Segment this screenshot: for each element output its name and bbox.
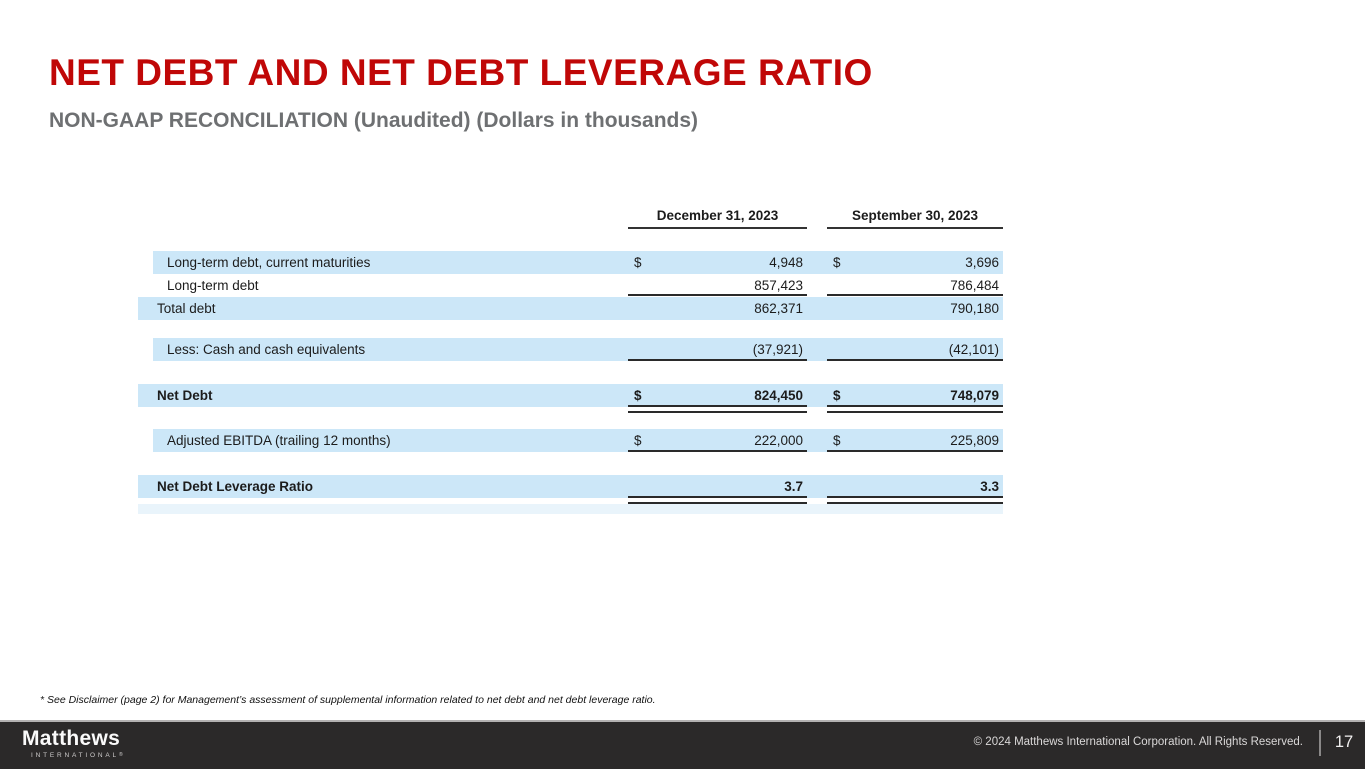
cell-sep: $ 748,079 bbox=[827, 384, 1003, 407]
currency-symbol: $ bbox=[833, 255, 841, 270]
row-label: Total debt bbox=[157, 301, 216, 316]
cell-sep: $ 3,696 bbox=[827, 251, 1003, 274]
page-title: NET DEBT AND NET DEBT LEVERAGE RATIO bbox=[49, 52, 873, 93]
table-row: Adjusted EBITDA (trailing 12 months) $ 2… bbox=[138, 429, 1003, 452]
page-number-divider bbox=[1319, 730, 1321, 756]
table-row: Net Debt $ 824,450 $ 748,079 bbox=[138, 384, 1003, 407]
subtotal-rule bbox=[827, 450, 1003, 452]
table-row: Long-term debt, current maturities $ 4,9… bbox=[138, 251, 1003, 274]
row-label: Long-term debt, current maturities bbox=[167, 255, 371, 270]
cell-value: 857,423 bbox=[754, 278, 803, 293]
currency-symbol: $ bbox=[833, 433, 841, 448]
cell-value: 786,484 bbox=[950, 278, 999, 293]
page-number: 17 bbox=[1334, 733, 1354, 751]
cell-value: (37,921) bbox=[752, 342, 803, 357]
cell-sep: $ 225,809 bbox=[827, 429, 1003, 452]
disclaimer-footnote: * See Disclaimer (page 2) for Management… bbox=[40, 694, 656, 706]
currency-symbol: $ bbox=[634, 388, 642, 403]
column-header-sep-2023: September 30, 2023 bbox=[827, 204, 1003, 229]
cell-dec: (37,921) bbox=[628, 338, 807, 361]
cell-dec: 857,423 bbox=[628, 274, 807, 297]
row-highlight bbox=[153, 251, 1003, 274]
row-label: Adjusted EBITDA (trailing 12 months) bbox=[167, 433, 391, 448]
row-label: Long-term debt bbox=[167, 278, 259, 293]
cell-value: 3.3 bbox=[980, 479, 999, 494]
row-label: Less: Cash and cash equivalents bbox=[167, 342, 366, 357]
cell-value: (42,101) bbox=[948, 342, 999, 357]
cell-dec: 862,371 bbox=[628, 297, 807, 320]
matthews-logo: Matthews INTERNATIONAL® bbox=[22, 728, 125, 759]
cell-value: 222,000 bbox=[754, 433, 803, 448]
cell-value: 3,696 bbox=[965, 255, 999, 270]
subtotal-rule bbox=[628, 294, 807, 296]
logo-subtext-label: INTERNATIONAL bbox=[31, 752, 119, 759]
cell-dec: $ 222,000 bbox=[628, 429, 807, 452]
cell-value: 225,809 bbox=[950, 433, 999, 448]
row-label: Net Debt bbox=[157, 388, 213, 403]
cell-value: 3.7 bbox=[784, 479, 803, 494]
subtotal-rule bbox=[628, 450, 807, 452]
currency-symbol: $ bbox=[634, 255, 642, 270]
footer-bar: Matthews INTERNATIONAL® © 2024 Matthews … bbox=[0, 720, 1365, 769]
row-highlight bbox=[153, 429, 1003, 452]
cell-sep: 790,180 bbox=[827, 297, 1003, 320]
subtotal-rule bbox=[827, 359, 1003, 361]
row-highlight bbox=[138, 297, 1003, 320]
logo-wordmark: Matthews bbox=[22, 727, 121, 750]
currency-symbol: $ bbox=[833, 388, 841, 403]
table-row: Long-term debt 857,423 786,484 bbox=[138, 274, 1003, 297]
row-label: Net Debt Leverage Ratio bbox=[157, 479, 314, 494]
registered-mark: ® bbox=[118, 752, 126, 758]
table-row: Less: Cash and cash equivalents (37,921)… bbox=[138, 338, 1003, 361]
cell-value: 824,450 bbox=[754, 388, 803, 403]
subtotal-rule bbox=[628, 359, 807, 361]
cell-sep: 786,484 bbox=[827, 274, 1003, 297]
currency-symbol: $ bbox=[634, 433, 642, 448]
table-row: Total debt 862,371 790,180 bbox=[138, 297, 1003, 320]
column-header-dec-2023: December 31, 2023 bbox=[628, 204, 807, 229]
row-highlight bbox=[138, 384, 1003, 407]
logo-subtext: INTERNATIONAL® bbox=[31, 752, 125, 759]
cell-dec: $ 4,948 bbox=[628, 251, 807, 274]
cell-value: 790,180 bbox=[950, 301, 999, 316]
row-highlight bbox=[153, 338, 1003, 361]
cell-value: 748,079 bbox=[950, 388, 999, 403]
row-highlight bbox=[138, 475, 1003, 498]
cell-sep: 3.3 bbox=[827, 475, 1003, 498]
cell-sep: (42,101) bbox=[827, 338, 1003, 361]
table-row: Net Debt Leverage Ratio 3.7 3.3 bbox=[138, 475, 1003, 498]
cell-dec: 3.7 bbox=[628, 475, 807, 498]
page-subtitle: NON-GAAP RECONCILIATION (Unaudited) (Dol… bbox=[49, 109, 699, 132]
cell-dec: $ 824,450 bbox=[628, 384, 807, 407]
total-double-rule bbox=[827, 496, 1003, 504]
total-double-rule bbox=[827, 405, 1003, 413]
subtotal-rule bbox=[827, 294, 1003, 296]
total-double-rule bbox=[628, 405, 807, 413]
total-double-rule bbox=[628, 496, 807, 504]
copyright-text: © 2024 Matthews International Corporatio… bbox=[973, 736, 1303, 748]
empty-row-highlight bbox=[138, 504, 1003, 514]
cell-value: 862,371 bbox=[754, 301, 803, 316]
cell-value: 4,948 bbox=[769, 255, 803, 270]
